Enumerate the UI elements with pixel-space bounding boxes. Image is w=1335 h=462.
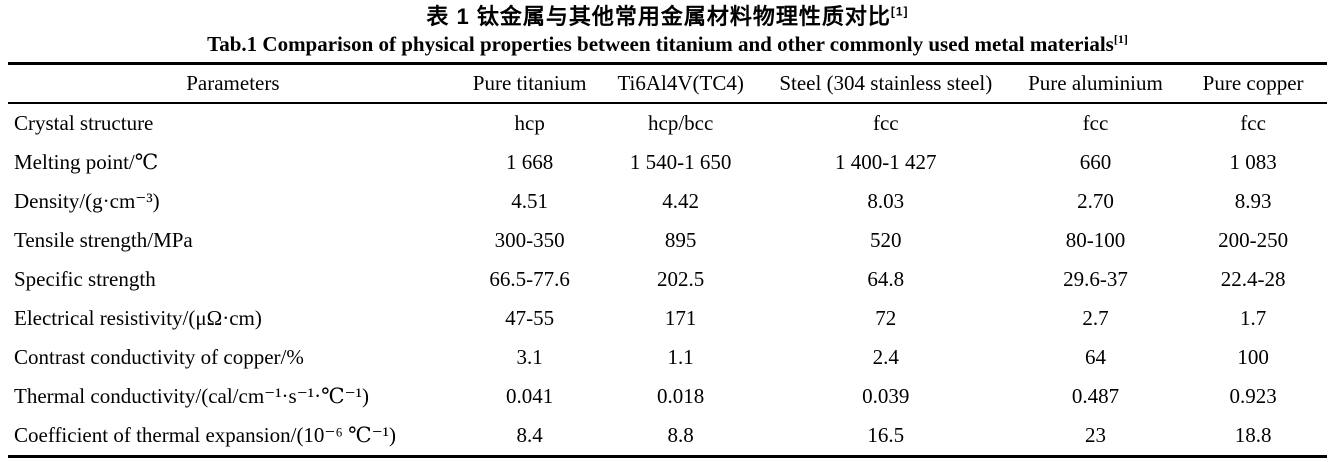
- value-cell: 895: [664, 228, 697, 252]
- column-header: Pure aluminium: [1028, 71, 1163, 95]
- header-row: Parameters Pure titanium Ti6Al4V(TC4) Steel…: [8, 64, 1327, 103]
- value-cell: 0.923: [1229, 384, 1277, 408]
- column-header: Steel (304 stainless steel): [779, 71, 993, 95]
- value-cell: hcp/bcc: [648, 111, 714, 135]
- value-cell: 72: [875, 306, 897, 330]
- value-cell: 8.8: [667, 423, 694, 447]
- table-row: Thermal conductivity/(cal/cm⁻¹·s⁻¹·℃⁻¹) 0…: [8, 377, 1327, 416]
- value-cell: 1.7: [1239, 306, 1267, 330]
- value-cell: 2.70: [1077, 189, 1114, 213]
- value-cell: 520: [870, 228, 902, 252]
- value-cell: 4.42: [662, 189, 700, 213]
- value-cell: 1 668: [506, 150, 554, 174]
- value-cell: 64: [1084, 345, 1106, 369]
- table-body: Crystal structure hcp hcp/bcc fcc fcc fcc Melt…: [8, 103, 1327, 457]
- value-cell: 2.7: [1082, 306, 1109, 330]
- value-cell: 100: [1237, 345, 1269, 369]
- value-cell: 8.93: [1234, 189, 1272, 213]
- value-cell: 660: [1079, 150, 1112, 174]
- column-header: Pure titanium: [472, 71, 587, 95]
- value-cell: 3.1: [516, 345, 543, 369]
- value-cell: 1 083: [1229, 150, 1277, 174]
- caption-chinese-text: 表 1 钛金属与其他常用金属材料物理性质对比: [426, 4, 891, 29]
- column-header: Ti6Al4V(TC4): [617, 71, 744, 95]
- row-label: Contrast conductivity of copper/%: [14, 345, 304, 369]
- value-cell: 16.5: [867, 423, 905, 447]
- value-cell: 80-100: [1065, 228, 1126, 252]
- value-cell: fcc: [872, 111, 899, 135]
- value-cell: hcp: [514, 111, 545, 135]
- caption-english-text: Tab.1 Comparison of physical properties …: [207, 32, 1114, 56]
- table-row: Tensile strength/MPa 300-350 895 520 80-100 2…: [8, 221, 1327, 260]
- row-label: Coefficient of thermal expansion/(10⁻⁶ ℃…: [14, 423, 396, 447]
- value-cell: 1 400-1 427: [835, 150, 937, 174]
- value-cell: 22.4-28: [1220, 267, 1286, 291]
- value-cell: 0.039: [862, 384, 910, 408]
- value-cell: 300-350: [494, 228, 565, 252]
- table-row: Specific strength 66.5-77.6 202.5 64.8 29.6-…: [8, 260, 1327, 299]
- table-row: Crystal structure hcp hcp/bcc fcc fcc fcc: [8, 103, 1327, 143]
- table-row: Electrical resistivity/(μΩ·cm) 47-55 171 72…: [8, 299, 1327, 338]
- value-cell: fcc: [1240, 111, 1266, 135]
- value-cell: fcc: [1082, 111, 1109, 135]
- table-row: Melting point/℃ 1 668 1 540-1 650 1 400-1 4…: [8, 143, 1327, 182]
- value-cell: 2.4: [872, 345, 899, 369]
- table-row: Density/(g·cm⁻³) 4.51 4.42 8.03 2.70 8.93: [8, 182, 1327, 221]
- value-cell: 200-250: [1218, 228, 1289, 252]
- value-cell: 23: [1084, 423, 1106, 447]
- table-caption: 表 1 钛金属与其他常用金属材料物理性质对比[1] Tab.1 Comparis…: [0, 0, 1335, 58]
- value-cell: 47-55: [505, 306, 555, 330]
- value-cell: 29.6-37: [1063, 267, 1128, 291]
- value-cell: 0.018: [657, 384, 705, 408]
- row-label: Crystal structure: [14, 111, 154, 135]
- value-cell: 1 540-1 650: [629, 150, 732, 174]
- value-cell: 66.5-77.6: [489, 267, 570, 291]
- row-label: Specific strength: [14, 267, 156, 291]
- row-label: Thermal conductivity/(cal/cm⁻¹·s⁻¹·℃⁻¹): [14, 384, 369, 408]
- value-cell: 1.1: [667, 345, 694, 369]
- caption-chinese-reference-mark: [1]: [890, 4, 909, 19]
- column-header: Pure copper: [1202, 71, 1304, 95]
- value-cell: 171: [664, 306, 697, 330]
- table-row: Contrast conductivity of copper/% 3.1 1.1 2…: [8, 338, 1327, 377]
- properties-table: Parameters Pure titanium Ti6Al4V(TC4) Steel…: [8, 62, 1327, 458]
- value-cell: 202.5: [657, 267, 705, 291]
- caption-chinese: 表 1 钛金属与其他常用金属材料物理性质对比[1]: [0, 3, 1335, 31]
- value-cell: 8.4: [516, 423, 543, 447]
- value-cell: 8.03: [867, 189, 905, 213]
- column-header-parameters: Parameters: [186, 71, 280, 95]
- value-cell: 0.487: [1071, 384, 1120, 408]
- caption-english: Tab.1 Comparison of physical properties …: [0, 31, 1335, 58]
- row-label: Electrical resistivity/(μΩ·cm): [14, 306, 262, 330]
- table-row: Coefficient of thermal expansion/(10⁻⁶ ℃…: [8, 416, 1327, 457]
- row-label: Density/(g·cm⁻³): [14, 189, 160, 213]
- value-cell: 0.041: [506, 384, 554, 408]
- row-label: Melting point/℃: [14, 150, 159, 174]
- caption-english-reference-mark: [1]: [1113, 32, 1128, 46]
- value-cell: 4.51: [511, 189, 549, 213]
- value-cell: 18.8: [1234, 423, 1272, 447]
- value-cell: 64.8: [867, 267, 905, 291]
- row-label: Tensile strength/MPa: [14, 228, 193, 252]
